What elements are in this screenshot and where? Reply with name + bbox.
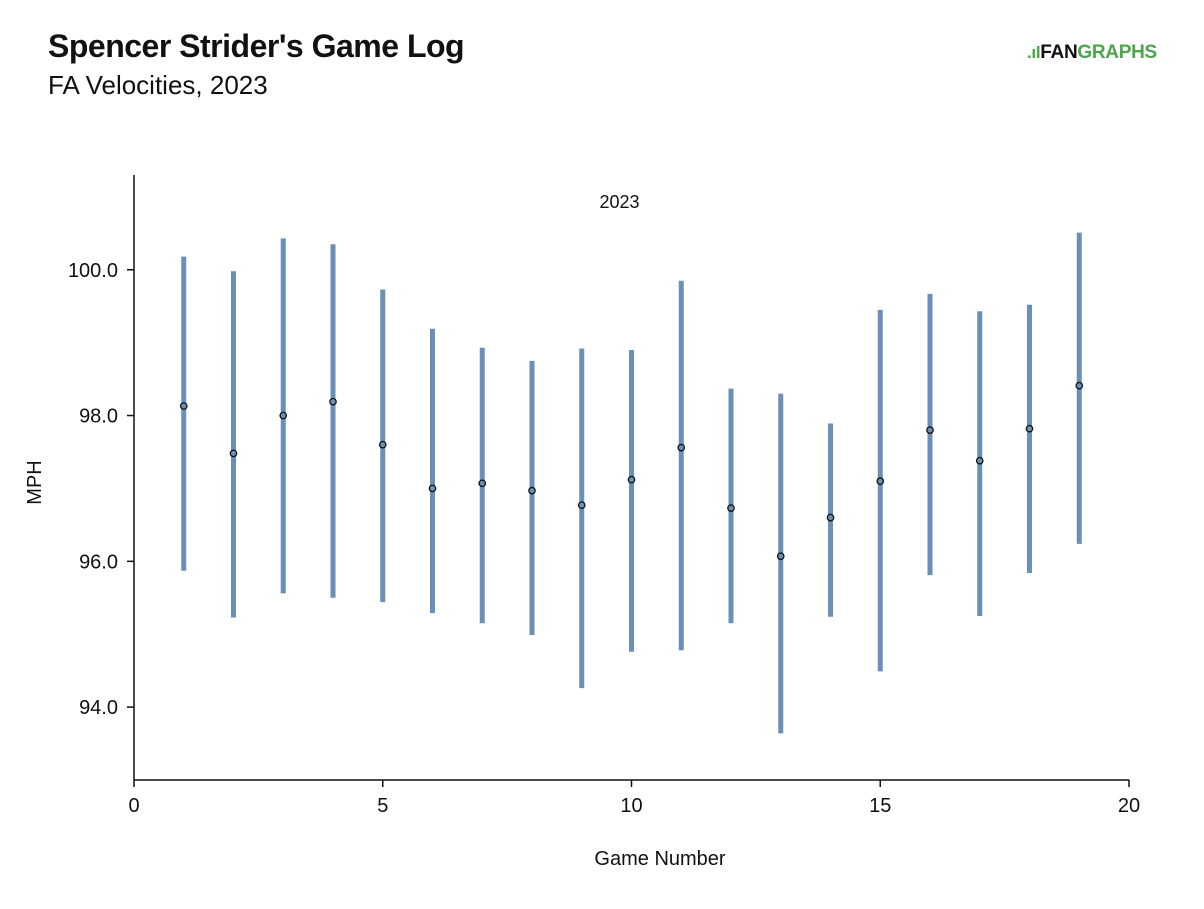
x-tick-label: 5	[377, 795, 388, 817]
x-tick-label: 20	[1118, 795, 1140, 817]
data-point	[179, 402, 188, 410]
data-point	[279, 411, 288, 420]
data-point	[378, 440, 387, 449]
data-point	[975, 456, 984, 465]
data-point	[677, 443, 686, 452]
x-axis-label: Game Number	[594, 848, 725, 870]
chart-subtitle: FA Velocities, 2023	[48, 70, 268, 100]
panel-label: 2023	[599, 192, 639, 212]
data-point	[329, 397, 337, 406]
data-point	[926, 426, 934, 434]
y-tick-label: 94.0	[79, 697, 118, 719]
x-axis-ticks: 0 5 10 15 20	[128, 780, 1140, 817]
x-tick-label: 15	[869, 795, 891, 817]
y-tick-label: 98.0	[79, 406, 118, 428]
y-axis-label: MPH	[24, 460, 46, 504]
fangraphs-logo-icon: .ıl	[1027, 43, 1041, 62]
y-tick-label: 100.0	[68, 260, 118, 282]
data-points	[179, 381, 1084, 561]
data-point	[428, 484, 437, 493]
x-tick-label: 0	[128, 795, 139, 817]
data-point	[478, 479, 487, 488]
data-point	[776, 552, 785, 561]
data-point	[627, 475, 636, 484]
chart-title: Spencer Strider's Game Log	[48, 28, 465, 64]
fangraphs-logo: .ılFANGRAPHS	[1027, 42, 1157, 64]
data-point	[577, 501, 586, 510]
x-tick-label: 10	[620, 795, 642, 817]
logo-text-graphs: GRAPHS	[1077, 42, 1157, 63]
data-point	[826, 513, 835, 522]
data-point	[876, 477, 885, 485]
data-point	[1025, 424, 1034, 433]
logo-text-fan: FAN	[1040, 42, 1078, 63]
data-point	[1075, 381, 1084, 390]
data-point	[528, 486, 536, 495]
y-tick-label: 96.0	[79, 551, 118, 573]
data-point	[229, 449, 238, 458]
y-axis-ticks: 94.0 96.0 98.0 100.0	[68, 260, 134, 719]
data-point	[727, 504, 735, 512]
